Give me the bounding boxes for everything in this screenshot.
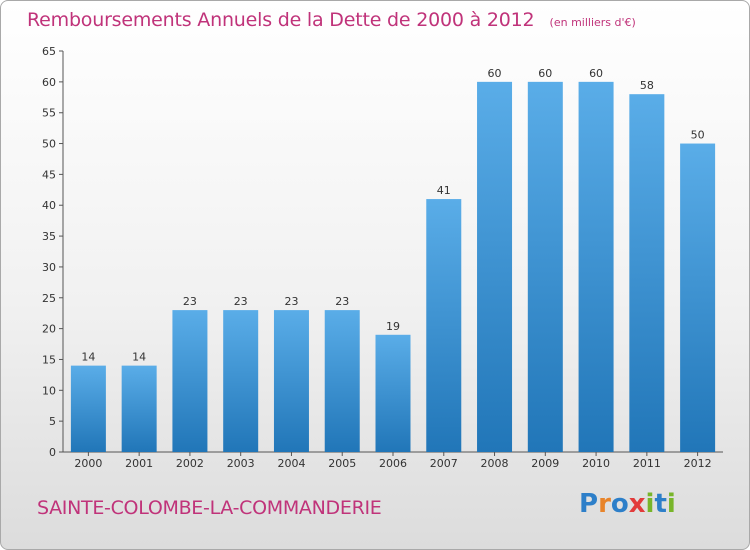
logo-letter: i: [645, 489, 655, 519]
y-tick-label: 55: [42, 107, 56, 120]
x-tick-label: 2009: [531, 457, 559, 470]
x-tick-label: 2008: [481, 457, 509, 470]
y-tick-label: 60: [42, 76, 56, 89]
bar-value-label: 60: [488, 67, 502, 80]
bar-2008: [477, 81, 513, 452]
bar-value-label: 23: [335, 295, 349, 308]
bar-value-label: 14: [81, 351, 95, 364]
y-tick-label: 15: [42, 353, 56, 366]
y-tick-label: 40: [42, 199, 56, 212]
chart-title-main: Remboursements Annuels de la Dette de 20…: [27, 9, 535, 31]
y-tick-label: 65: [42, 45, 56, 58]
bar-value-label: 14: [132, 351, 146, 364]
bar-value-label: 23: [183, 295, 197, 308]
commune-name: SAINTE-COLOMBE-LA-COMMANDERIE: [37, 497, 382, 519]
bar-2012: [680, 143, 716, 453]
y-tick-label: 30: [42, 261, 56, 274]
logo-letter: r: [598, 489, 611, 519]
y-tick-label: 50: [42, 138, 56, 151]
bar-value-label: 23: [234, 295, 248, 308]
x-tick-label: 2002: [176, 457, 204, 470]
logo-letter: o: [610, 489, 629, 519]
x-tick-label: 2001: [125, 457, 153, 470]
chart-title-unit: (en milliers d'€): [549, 16, 636, 29]
bar-2004: [273, 310, 309, 452]
bar-value-label: 60: [538, 67, 552, 80]
x-tick-label: 2010: [582, 457, 610, 470]
y-tick-label: 10: [42, 384, 56, 397]
bar-value-label: 58: [640, 79, 654, 92]
y-tick-label: 25: [42, 292, 56, 305]
y-tick-label: 20: [42, 323, 56, 336]
bar-2005: [324, 310, 360, 452]
y-tick-label: 5: [49, 415, 56, 428]
logo-letter: P: [579, 489, 599, 519]
x-tick-label: 2004: [277, 457, 305, 470]
bar-value-label: 41: [437, 184, 451, 197]
bar-2003: [223, 310, 259, 452]
bar-2000: [70, 365, 106, 452]
bar-2007: [426, 199, 462, 452]
x-tick-label: 2005: [328, 457, 356, 470]
x-tick-label: 2007: [430, 457, 458, 470]
x-tick-label: 2006: [379, 457, 407, 470]
x-tick-label: 2012: [684, 457, 712, 470]
y-tick-label: 0: [49, 446, 56, 459]
y-tick-label: 45: [42, 168, 56, 181]
bar-2011: [629, 94, 665, 452]
y-tick-label: 35: [42, 230, 56, 243]
chart-title: Remboursements Annuels de la Dette de 20…: [27, 9, 636, 31]
x-tick-label: 2011: [633, 457, 661, 470]
bar-value-label: 19: [386, 320, 400, 333]
bar-value-label: 23: [284, 295, 298, 308]
bar-2009: [527, 81, 563, 452]
bar-value-label: 60: [589, 67, 603, 80]
bar-2001: [121, 365, 157, 452]
x-tick-label: 2000: [74, 457, 102, 470]
logo-letter: i: [666, 489, 676, 519]
bar-2006: [375, 334, 411, 452]
bar-value-label: 50: [691, 129, 705, 142]
logo-letter: x: [628, 489, 646, 519]
bar-2002: [172, 310, 208, 452]
x-tick-label: 2003: [227, 457, 255, 470]
proxiti-logo: Proxiti: [579, 489, 676, 519]
bar-2010: [578, 81, 614, 452]
logo-letter: t: [654, 489, 667, 519]
